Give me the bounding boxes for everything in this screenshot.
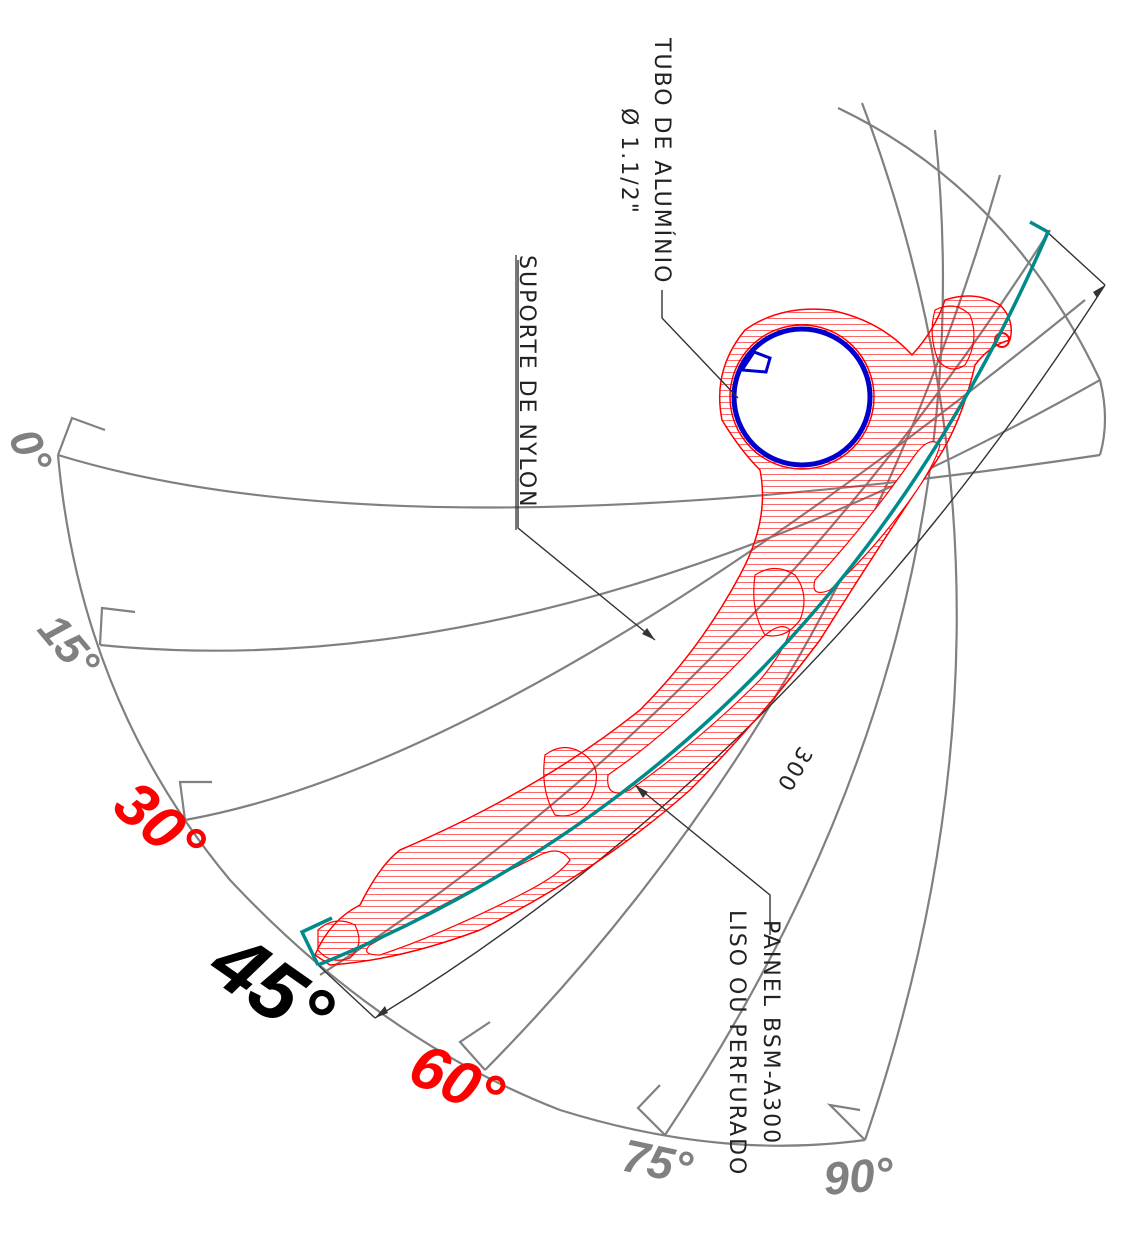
tube-note-line2: Ø 1.1/2" [616,108,641,215]
nylon-leader [517,260,656,641]
panel-arc [317,231,1050,967]
tube-key-notch [739,350,772,374]
guide-90 [860,102,958,1141]
panel-note-line2: LISO OU PERFURADO [724,910,749,1176]
angle-label-30: 30° [101,768,218,882]
aluminium-tube [729,324,875,470]
tick-60 [458,1021,491,1071]
tick-30 [178,780,212,821]
nylon-support [314,295,1012,966]
panel-end-lower [299,916,333,966]
panel-leader [634,784,771,935]
guide-75 [664,129,945,1136]
angle-label-15: 15° [28,605,109,688]
outer-scale-arc [56,454,866,1147]
panel-note-line1: PAINEL BSM-A300 [758,920,783,1145]
inner-scale-arc [837,107,1107,456]
support-tip-lower [317,920,360,961]
panel-end-upper [1029,220,1051,251]
tick-0 [56,416,106,456]
dimension-label: 300 [771,742,817,796]
angle-label-90: 90° [821,1147,895,1205]
tube-leader [661,290,739,399]
tube-red-ring [729,324,875,470]
panel [299,220,1051,967]
tick-15 [98,606,136,646]
support-lobe-3 [931,305,975,370]
tube-outer-ring [731,326,873,468]
tube-note-line1: TUBO DE ALUMÍNIO [649,37,675,284]
support-lobe-1 [543,746,597,817]
angle-label-60: 60° [399,1030,514,1133]
support-lobe-2 [753,567,805,637]
tick-90 [826,1103,866,1141]
support-slot-3 [813,441,941,593]
support-body [314,295,1012,966]
angle-label-0: 0° [0,422,61,481]
guide-15 [99,379,1101,652]
tick-75 [636,1084,666,1136]
nylon-note: SUPORTE DE NYLON [514,255,539,509]
